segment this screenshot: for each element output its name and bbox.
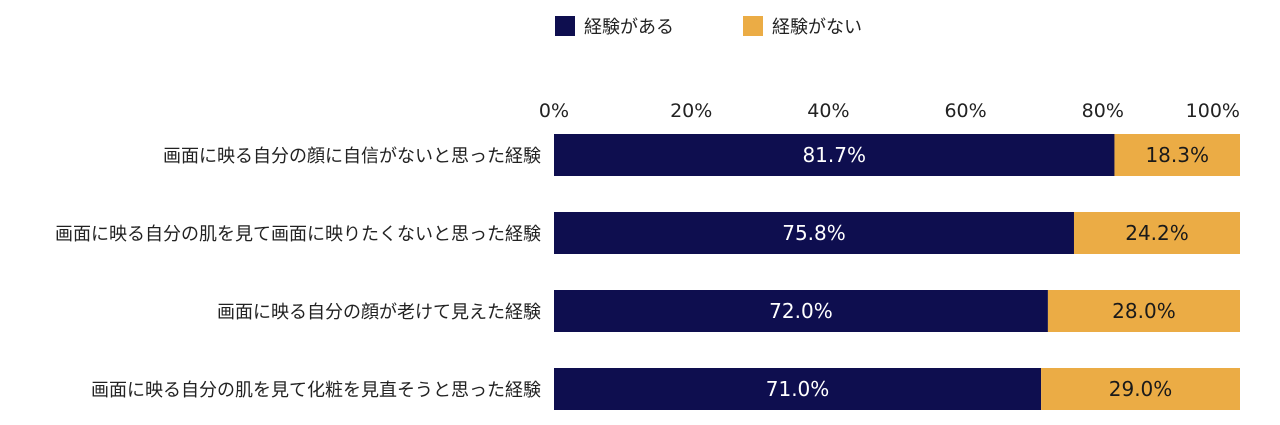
bar-0-0 xyxy=(554,134,1115,176)
x-tick-label-5: 100% xyxy=(1186,100,1240,122)
data-label-1-0: 75.8% xyxy=(782,221,846,245)
category-labels: 画面に映る自分の顔に自信がないと思った経験画面に映る自分の肌を見て画面に映りたく… xyxy=(55,146,541,401)
data-label-0-0: 81.7% xyxy=(802,143,866,167)
data-label-3-1: 29.0% xyxy=(1109,377,1173,401)
bar-2-0 xyxy=(554,290,1048,332)
bar-1-0 xyxy=(554,212,1074,254)
bars: 81.7% 18.3% 75.8% 24.2% 72.0% 28.0% 71.0% 29.0% xyxy=(554,134,1240,410)
bar-3-1 xyxy=(1041,368,1240,410)
legend-label-0: 経験がある xyxy=(584,17,674,38)
bar-1-1 xyxy=(1073,212,1240,254)
legend: 経験がある 経験がない xyxy=(555,16,862,38)
data-label-0-1: 18.3% xyxy=(1145,143,1209,167)
data-label-2-0: 72.0% xyxy=(769,299,833,323)
data-label-1-1: 24.2% xyxy=(1125,221,1189,245)
x-tick-label-0: 0% xyxy=(539,100,569,122)
x-tick-label-2: 40% xyxy=(807,100,849,122)
legend-swatch-0 xyxy=(555,16,575,36)
x-tick-label-3: 60% xyxy=(944,100,986,122)
x-tick-label-4: 80% xyxy=(1082,100,1124,122)
x-axis-ticks: 0% 20% 40% 60% 80% 100% xyxy=(539,100,1240,122)
category-label-3: 画面に映る自分の肌を見て化粧を見直そうと思った経験 xyxy=(91,380,541,401)
data-label-3-0: 71.0% xyxy=(766,377,830,401)
category-label-1: 画面に映る自分の肌を見て画面に映りたくないと思った経験 xyxy=(55,224,541,245)
bar-3-0 xyxy=(554,368,1042,410)
category-label-0: 画面に映る自分の顔に自信がないと思った経験 xyxy=(163,146,541,167)
legend-swatch-1 xyxy=(743,16,763,36)
bar-0-1 xyxy=(1114,134,1240,176)
legend-label-1: 経験がない xyxy=(772,17,862,38)
x-tick-label-1: 20% xyxy=(670,100,712,122)
category-label-2: 画面に映る自分の顔が老けて見えた経験 xyxy=(217,302,541,323)
data-label-2-1: 28.0% xyxy=(1112,299,1176,323)
bar-2-1 xyxy=(1047,290,1240,332)
